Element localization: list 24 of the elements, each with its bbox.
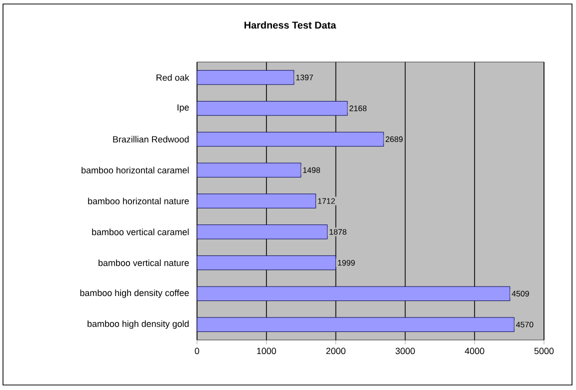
x-tick-label: 4000 bbox=[464, 348, 484, 354]
y-tick-label: bamboo horizontal caramel bbox=[82, 166, 189, 174]
x-tick-label: 0 bbox=[194, 348, 200, 354]
x-tick-label: 5000 bbox=[534, 348, 554, 354]
bar bbox=[197, 194, 316, 208]
x-tick-label: 1000 bbox=[257, 348, 276, 354]
y-tick-label: Red oak bbox=[156, 74, 190, 81]
bar bbox=[197, 132, 384, 147]
bar bbox=[197, 317, 514, 332]
x-tick-label: 2000 bbox=[326, 348, 346, 354]
bar bbox=[197, 70, 294, 85]
y-tick-label: bamboo horizontal nature bbox=[88, 198, 189, 204]
y-tick-label: bamboo vertical caramel bbox=[92, 228, 189, 236]
bar bbox=[197, 100, 348, 116]
x-tick-label: 3000 bbox=[396, 348, 415, 354]
bar bbox=[197, 162, 302, 178]
y-tick-label: Ipe bbox=[178, 104, 189, 112]
y-tick-label: bamboo high density coffee bbox=[80, 289, 189, 298]
y-tick-label: bamboo vertical nature bbox=[98, 259, 189, 266]
y-tick-label: Brazillian Redwood bbox=[113, 136, 189, 143]
chart-title: Hardness Test Data bbox=[244, 21, 336, 29]
y-tick-label: bamboo high density gold bbox=[88, 320, 189, 329]
bar bbox=[197, 286, 510, 302]
bar bbox=[197, 255, 336, 270]
